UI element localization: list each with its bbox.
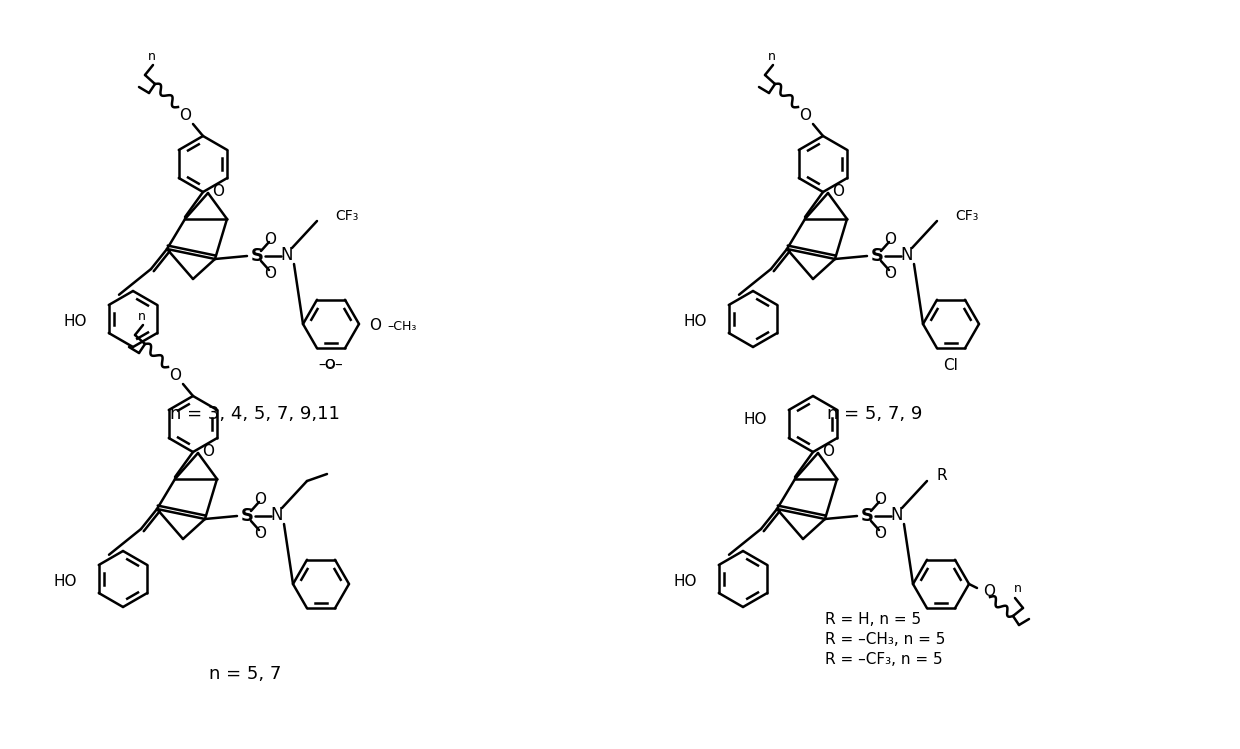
Text: R = –CH₃, n = 5: R = –CH₃, n = 5 — [825, 631, 945, 646]
Text: CF₃: CF₃ — [335, 209, 358, 223]
Text: N: N — [900, 246, 913, 264]
Text: O: O — [212, 184, 224, 198]
Text: O: O — [254, 526, 267, 541]
Text: N: N — [890, 506, 903, 524]
Text: O: O — [874, 491, 887, 506]
Text: HO: HO — [683, 315, 707, 330]
Text: O: O — [884, 265, 897, 280]
Text: n = 5, 7, 9: n = 5, 7, 9 — [827, 405, 923, 423]
Text: O: O — [179, 108, 191, 123]
Text: CF₃: CF₃ — [955, 209, 978, 223]
Text: Cl: Cl — [944, 357, 959, 372]
Text: O: O — [874, 526, 887, 541]
Text: –CH₃: –CH₃ — [387, 320, 417, 333]
Text: n: n — [1014, 583, 1022, 595]
Text: S: S — [250, 247, 263, 265]
Text: O: O — [254, 491, 267, 506]
Text: HO: HO — [673, 574, 697, 589]
Text: S: S — [870, 247, 883, 265]
Text: O: O — [264, 231, 277, 246]
Text: N: N — [280, 246, 293, 264]
Text: HO: HO — [63, 315, 87, 330]
Text: n: n — [138, 309, 146, 323]
Text: O: O — [264, 265, 277, 280]
Text: O: O — [832, 184, 844, 198]
Text: n: n — [768, 49, 776, 62]
Text: HO: HO — [53, 574, 77, 589]
Text: –O–: –O– — [320, 359, 342, 372]
Text: O: O — [202, 443, 215, 458]
Text: O: O — [983, 584, 994, 599]
Text: HO: HO — [744, 413, 768, 428]
Text: O: O — [799, 108, 811, 123]
Text: n: n — [148, 49, 156, 62]
Text: n = 3, 4, 5, 7, 9,11: n = 3, 4, 5, 7, 9,11 — [170, 405, 340, 423]
Text: S: S — [861, 507, 873, 525]
Text: O: O — [370, 318, 381, 333]
Text: R: R — [937, 469, 947, 484]
Text: R = H, n = 5: R = H, n = 5 — [825, 611, 921, 626]
Text: R = –CF₃, n = 5: R = –CF₃, n = 5 — [825, 652, 942, 667]
Text: –O–: –O– — [319, 358, 343, 372]
Text: n = 5, 7: n = 5, 7 — [208, 665, 281, 683]
Text: O: O — [822, 443, 835, 458]
Text: O: O — [169, 368, 181, 383]
Text: N: N — [270, 506, 283, 524]
Text: O: O — [884, 231, 897, 246]
Text: S: S — [241, 507, 253, 525]
